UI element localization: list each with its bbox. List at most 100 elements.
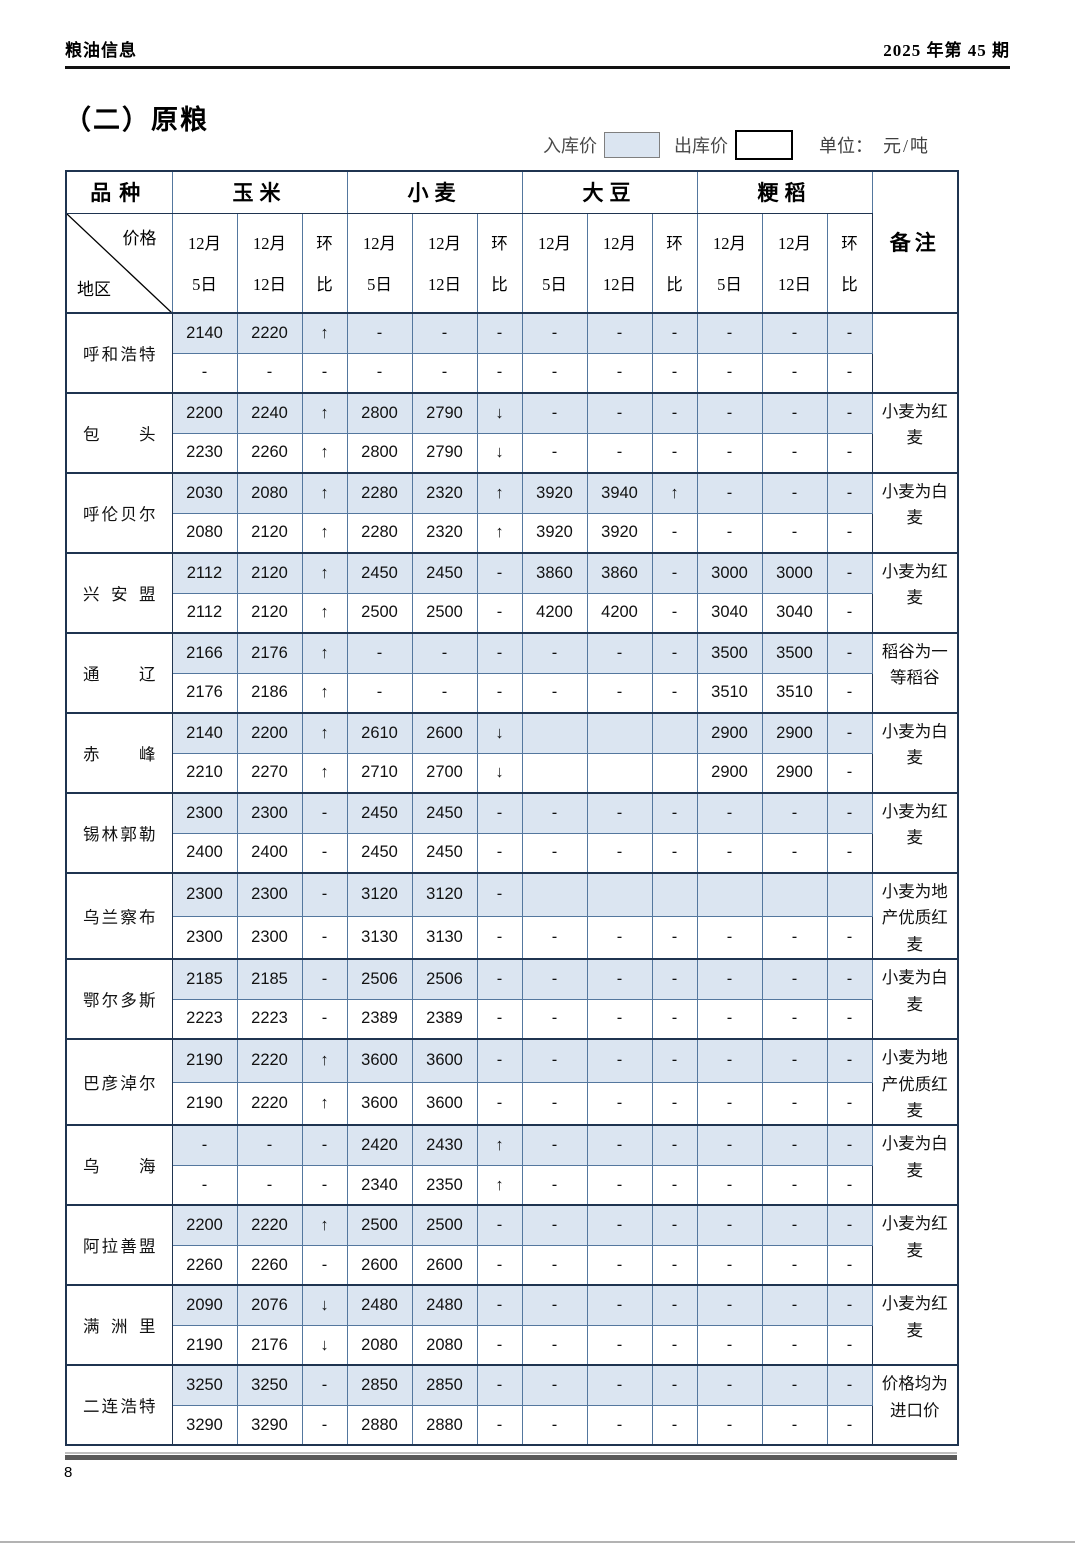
in-price-cell: - <box>826 472 873 514</box>
in-price-cell: - <box>696 1204 763 1246</box>
out-price-cell: - <box>586 672 653 714</box>
remark-cell: 小麦为白 麦 <box>871 712 959 794</box>
remark-cell: 小麦为白 麦 <box>871 472 959 554</box>
in-price-cell: 3500 <box>696 632 763 674</box>
in-price-cell: - <box>586 392 653 434</box>
out-price-cell: - <box>826 915 873 961</box>
in-price-cell: - <box>476 312 523 354</box>
out-price-cell: 2280 <box>346 512 413 554</box>
out-price-cell: 2450 <box>346 832 413 874</box>
region-row-out: ------------ <box>66 352 958 394</box>
region-row-in: 包头 2200 2240 ↑ 2800 2790 ↓ - - - - - - 小麦为红 麦 <box>65 392 959 474</box>
in-price-cell: 2200 <box>171 392 238 434</box>
table-group-header-row: 品种 玉米 小麦 大豆 粳稻 备注 <box>65 170 959 314</box>
region-name-cell: 呼和浩特 <box>65 312 173 394</box>
in-price-cell: - <box>586 1364 653 1406</box>
out-price-cell: - <box>521 915 588 961</box>
in-price-cell: - <box>696 792 763 834</box>
region-name-cell: 鄂尔多斯 <box>65 958 173 1041</box>
out-price-cell: - <box>826 1244 873 1287</box>
date-col-header: 12月 12日 <box>586 212 653 314</box>
out-price-cell: - <box>651 1324 698 1367</box>
out-price-cell: 3130 <box>346 915 413 961</box>
out-price-cell: 2080 <box>346 1324 413 1367</box>
price-legend: 入库价 出库价 单位： 元/吨 <box>543 130 955 160</box>
in-price-cell: 2112 <box>171 552 238 594</box>
out-price-cell: - <box>411 672 478 714</box>
in-price-cell: - <box>521 312 588 354</box>
in-price-cell <box>586 872 653 917</box>
in-price-cell: - <box>761 312 828 354</box>
in-price-cell: ↑ <box>301 392 348 434</box>
out-price-cell: 3290 <box>171 1404 238 1447</box>
corner-price-label: 价格 <box>122 228 157 248</box>
in-price-cell: 2430 <box>411 1124 478 1166</box>
out-price-cell: 4200 <box>521 592 588 634</box>
in-price-cell: 2220 <box>236 1038 303 1083</box>
in-price-cell: - <box>521 1038 588 1083</box>
date-col-header: 12月 12日 <box>236 212 303 314</box>
out-price-cell: - <box>696 1081 763 1127</box>
in-price-cell: 2450 <box>411 792 478 834</box>
region-row-out: 2230 2260 ↑ 2800 2790 ↓ - - - - - - <box>66 432 958 474</box>
out-price-cell: - <box>521 1164 588 1207</box>
in-price-cell: 2500 <box>411 1204 478 1246</box>
out-price-cell: 2710 <box>346 752 413 794</box>
in-price-cell: - <box>521 1204 588 1246</box>
region-name-cell: 巴彦淖尔 <box>65 1038 173 1127</box>
out-price-cell: ↑ <box>301 592 348 634</box>
out-price-cell: 2500 <box>346 592 413 634</box>
in-price-cell: 3860 <box>521 552 588 594</box>
in-price-cell <box>651 712 698 754</box>
region-row-in: 锡林郭勒 2300 2300-2450 2450- - - - - - - 小麦为红 麦 <box>65 792 959 874</box>
out-price-cell: ↑ <box>476 1164 523 1207</box>
out-price-cell: - <box>761 1244 828 1287</box>
in-price-cell: 2300 <box>236 872 303 917</box>
out-price-cell: - <box>696 512 763 554</box>
out-price-cell: - <box>761 432 828 474</box>
in-price-cell: 2610 <box>346 712 413 754</box>
in-price-cell: - <box>476 1364 523 1406</box>
in-price-cell: - <box>521 792 588 834</box>
out-price-cell: - <box>586 1164 653 1207</box>
out-price-cell: 2080 <box>171 512 238 554</box>
in-price-cell: - <box>476 1284 523 1326</box>
out-price-cell: 3290 <box>236 1404 303 1447</box>
in-price-cell: - <box>826 1124 873 1166</box>
in-price-cell: - <box>476 1038 523 1083</box>
out-price-cell: 2500 <box>411 592 478 634</box>
date-col-header: 12月 12日 <box>411 212 478 314</box>
document-header: 粮油信息 2025 年第 45 期 <box>65 36 1010 69</box>
remark-cell: 小麦为红 麦 <box>871 392 959 474</box>
out-price-cell: 2190 <box>171 1324 238 1367</box>
out-price-cell: - <box>476 998 523 1041</box>
in-price-cell: ↑ <box>301 712 348 754</box>
in-price-cell: - <box>476 872 523 917</box>
in-price-cell: - <box>696 472 763 514</box>
in-price-cell: 2850 <box>346 1364 413 1406</box>
out-price-cell: 2900 <box>696 752 763 794</box>
out-price-cell: 2186 <box>236 672 303 714</box>
in-price-cell: - <box>826 632 873 674</box>
page-number: 8 <box>64 1464 73 1481</box>
out-price-cell: 2450 <box>411 832 478 874</box>
in-price-cell: - <box>586 1038 653 1083</box>
out-price-cell: - <box>826 1164 873 1207</box>
in-price-cell: - <box>301 1124 348 1166</box>
out-price-cell: - <box>651 832 698 874</box>
out-price-cell: - <box>171 352 238 394</box>
out-price-cell: - <box>586 352 653 394</box>
in-price-cell: 2500 <box>346 1204 413 1246</box>
out-price-cell: - <box>521 352 588 394</box>
remark-cell: 价格均为 进口价 <box>871 1364 959 1447</box>
in-price-cell: ↑ <box>651 472 698 514</box>
in-price-cell: - <box>301 872 348 917</box>
in-price-cell: - <box>761 1038 828 1083</box>
in-price-swatch <box>604 132 660 158</box>
out-price-cell: - <box>586 1324 653 1367</box>
in-price-cell: - <box>171 1124 238 1166</box>
out-price-cell: - <box>301 1164 348 1207</box>
out-price-cell: - <box>651 1404 698 1447</box>
in-price-cell: 2506 <box>411 958 478 1000</box>
out-price-cell: - <box>476 1324 523 1367</box>
